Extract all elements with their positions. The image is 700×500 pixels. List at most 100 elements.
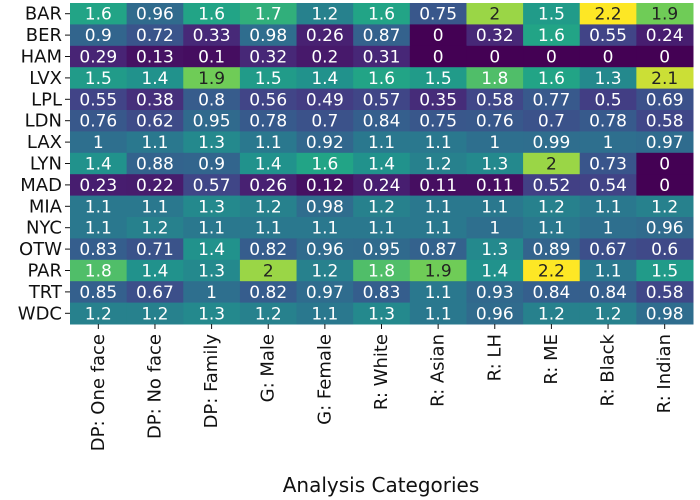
heatmap-cell (70, 152, 128, 175)
cell-value-label: 2.2 (538, 262, 565, 282)
heatmap-cell (466, 45, 524, 68)
cell-value-label: 1.9 (651, 5, 678, 25)
heatmap-cell (296, 3, 354, 25)
cell-value-label: 1.1 (481, 197, 508, 217)
heatmap-cell (466, 88, 524, 111)
heatmap-cell (239, 88, 298, 111)
cell-value-label: 1.1 (368, 219, 395, 239)
cell-value-label: 0.75 (419, 112, 457, 132)
cell-value-label: 1.1 (85, 197, 112, 217)
cell-value-label: 1.2 (651, 197, 678, 217)
row-tick-label: HAM (21, 47, 62, 68)
cell-value-label: 0.7 (311, 112, 338, 132)
heatmap-cell (579, 302, 637, 325)
cell-value-label: 1.9 (425, 262, 452, 282)
cell-value-label: 0.84 (363, 112, 401, 132)
heatmap-cell (466, 24, 524, 47)
row-tick-labels: BARBERHAMLVXLPLLDNLAXLYNMADMIANYCOTWPART… (18, 4, 70, 324)
cell-value-label: 0.82 (249, 240, 287, 260)
heatmap-cell (70, 67, 128, 90)
heatmap-cell (523, 302, 581, 325)
row-tick-label: LAX (27, 132, 62, 153)
cell-value-label: 1.8 (85, 262, 112, 282)
cell-value-label: 0.93 (476, 283, 514, 303)
cell-value-label: 1.4 (311, 69, 338, 89)
heatmap-cell (636, 24, 694, 47)
heatmap-cell (183, 131, 241, 154)
heatmap-cell (636, 217, 694, 239)
cell-value-label: 0.11 (476, 176, 514, 196)
cell-value-label: 0.55 (79, 90, 117, 110)
heatmap-cell (239, 259, 298, 282)
heatmap-cell (579, 110, 637, 132)
column-tick-label: R: White (371, 334, 392, 410)
heatmap-cell (523, 174, 581, 197)
cell-value-label: 0.9 (198, 155, 225, 175)
heatmap-cell (409, 302, 467, 325)
heatmap-cell (409, 174, 467, 197)
heatmap-cell (353, 24, 411, 47)
heatmap-cell (353, 67, 411, 90)
cell-value-label: 0.75 (419, 5, 457, 25)
column-tick-label: R: LH (484, 334, 505, 381)
heatmap-cell (409, 131, 467, 154)
cell-value-label: 0.98 (646, 304, 684, 324)
cell-value-label: 0.58 (646, 112, 684, 132)
heatmap-cell (409, 281, 467, 304)
cell-value-label: 0 (659, 48, 670, 68)
cell-value-label: 0.96 (306, 240, 344, 260)
cell-value-label: 1.5 (538, 5, 565, 25)
heatmap-cell (409, 67, 467, 90)
heatmap-cell (70, 238, 128, 261)
cell-value-label: 1 (489, 133, 500, 153)
cell-value-label: 0.67 (136, 283, 174, 303)
heatmap-cell (523, 45, 581, 68)
cell-value-label: 1.5 (425, 69, 452, 89)
cell-value-label: 0.98 (249, 26, 287, 46)
cell-value-label: 0 (546, 48, 557, 68)
row-tick-label: NYC (26, 218, 62, 239)
heatmap-cell (183, 302, 241, 325)
cell-value-label: 0.24 (646, 26, 684, 46)
row-tick-label: WDC (18, 303, 62, 324)
cell-value-label: 1.1 (311, 219, 338, 239)
cell-value-label: 1.3 (595, 69, 622, 89)
heatmap-cell (70, 88, 128, 111)
heatmap-cell (183, 174, 241, 197)
cell-value-label: 0.7 (538, 112, 565, 132)
heatmap-cell (183, 259, 241, 282)
cell-value-label: 1.2 (311, 5, 338, 25)
heatmap-cell (523, 3, 581, 25)
row-tick-label: MAD (20, 175, 62, 196)
cell-value-label: 1.4 (368, 155, 395, 175)
heatmap-cell (636, 281, 694, 304)
heatmap-cell (353, 3, 411, 25)
cell-value-label: 0.55 (589, 26, 627, 46)
heatmap-cell (409, 45, 467, 68)
cell-value-label: 1.1 (198, 219, 225, 239)
heatmap-cell (579, 217, 637, 239)
heatmap-cell (353, 88, 411, 111)
heatmap-cell (353, 238, 411, 261)
cell-value-label: 0.67 (589, 240, 627, 260)
column-tick-label: DP: No face (144, 334, 165, 439)
heatmap-cell (523, 88, 581, 111)
heatmap-cell (126, 302, 184, 325)
heatmap-cell (239, 195, 298, 218)
cell-value-label: 0.29 (79, 48, 117, 68)
heatmap-cell (636, 152, 694, 175)
heatmap-cell (579, 131, 637, 154)
heatmap-cell (579, 88, 637, 111)
heatmap-cell (70, 259, 128, 282)
cell-value-label: 1.6 (85, 5, 112, 25)
cell-value-label: 0.83 (363, 283, 401, 303)
cell-value-label: 1.4 (198, 240, 225, 260)
heatmap-cell (183, 281, 241, 304)
heatmap-cell (579, 24, 637, 47)
cell-value-label: 0.56 (249, 90, 287, 110)
heatmap-cell (353, 152, 411, 175)
heatmap-cell (239, 302, 298, 325)
cell-value-label: 0.9 (85, 26, 112, 46)
cell-value-label: 1.4 (141, 69, 168, 89)
cell-value-label: 0.95 (193, 112, 231, 132)
